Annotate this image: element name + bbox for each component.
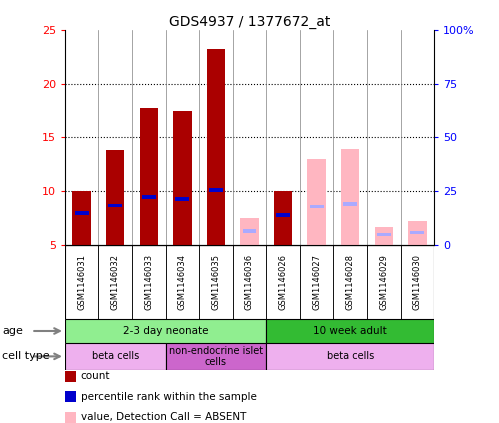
Text: non-endocrine islet
cells: non-endocrine islet cells: [169, 346, 263, 367]
Bar: [173, 110, 192, 245]
Bar: [176, 197, 189, 201]
Text: GSM1146029: GSM1146029: [379, 254, 388, 310]
Text: 2-3 day neonate: 2-3 day neonate: [123, 326, 208, 336]
Bar: [266, 319, 434, 343]
Bar: [108, 203, 122, 207]
Bar: [375, 227, 393, 245]
Text: beta cells: beta cells: [326, 352, 374, 361]
Text: GSM1146028: GSM1146028: [346, 254, 355, 310]
Text: cell type: cell type: [2, 352, 50, 361]
Bar: [209, 188, 223, 192]
Text: beta cells: beta cells: [92, 352, 139, 361]
Text: GSM1146030: GSM1146030: [413, 254, 422, 310]
Bar: [410, 231, 424, 234]
Bar: [140, 108, 158, 245]
Text: percentile rank within the sample: percentile rank within the sample: [81, 392, 256, 402]
Bar: [65, 343, 166, 370]
Text: GSM1146036: GSM1146036: [245, 254, 254, 310]
Text: GSM1146026: GSM1146026: [278, 254, 287, 310]
Bar: [343, 203, 357, 206]
Text: GSM1146033: GSM1146033: [144, 254, 153, 310]
Bar: [166, 343, 266, 370]
Text: GSM1146027: GSM1146027: [312, 254, 321, 310]
Text: count: count: [81, 371, 110, 382]
Text: GSM1146032: GSM1146032: [111, 254, 120, 310]
Bar: [243, 229, 256, 233]
Bar: [276, 213, 290, 217]
Bar: [72, 191, 91, 245]
Text: GSM1146035: GSM1146035: [212, 254, 221, 310]
Bar: [106, 151, 124, 245]
Bar: [341, 149, 359, 245]
Bar: [408, 220, 427, 245]
Bar: [207, 49, 225, 245]
Bar: [266, 343, 434, 370]
Title: GDS4937 / 1377672_at: GDS4937 / 1377672_at: [169, 14, 330, 29]
Bar: [240, 218, 258, 245]
Text: GSM1146031: GSM1146031: [77, 254, 86, 310]
Bar: [65, 319, 266, 343]
Bar: [274, 191, 292, 245]
Bar: [142, 195, 156, 199]
Bar: [75, 211, 89, 215]
Bar: [377, 233, 391, 236]
Text: value, Detection Call = ABSENT: value, Detection Call = ABSENT: [81, 412, 246, 422]
Text: GSM1146034: GSM1146034: [178, 254, 187, 310]
Text: 10 week adult: 10 week adult: [313, 326, 387, 336]
Text: age: age: [2, 326, 23, 336]
Bar: [307, 159, 326, 245]
Bar: [310, 205, 323, 209]
